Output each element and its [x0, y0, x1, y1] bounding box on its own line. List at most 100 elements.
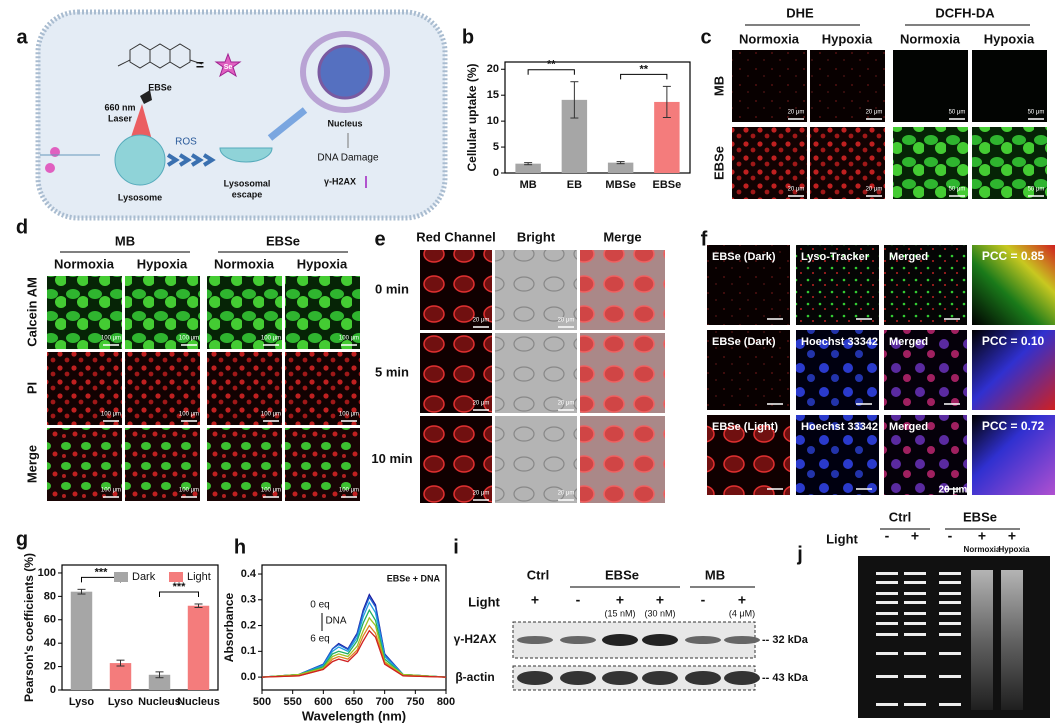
gel-band	[904, 601, 926, 604]
micrograph	[972, 50, 1047, 122]
gel-smear	[1001, 570, 1023, 710]
panel-label: i	[453, 536, 459, 558]
y-tick-label: 40	[44, 637, 56, 649]
micrograph	[580, 333, 665, 413]
y-tick-label: 0.4	[241, 568, 257, 580]
row-label: Light	[468, 594, 500, 609]
legend-swatch	[114, 572, 128, 582]
annotation: 6 eq	[310, 634, 329, 645]
row-label: 0 min	[375, 281, 409, 296]
gel-band	[939, 703, 961, 706]
y-tick-label: 100	[38, 567, 56, 579]
panel-label: j	[796, 543, 803, 565]
y-tick-label: 60	[44, 614, 56, 626]
image-label: PCC = 0.85	[982, 249, 1045, 263]
dose: (4 μM)	[729, 608, 755, 618]
micrograph	[884, 415, 967, 495]
micrograph	[796, 245, 879, 325]
significance-bracket	[159, 591, 199, 597]
x-tick-label: 550	[283, 696, 301, 708]
label: 20 μm	[473, 318, 490, 324]
panel-label: h	[234, 536, 246, 558]
bar	[187, 605, 210, 690]
y-tick-label: 15	[487, 89, 499, 101]
annotation: DNA	[325, 616, 346, 627]
gel-band	[876, 703, 898, 706]
gel-band	[876, 675, 898, 678]
label: Lysosome	[118, 192, 162, 202]
y-tick-label: 20	[487, 63, 499, 75]
x-tick-label: Nucleus	[138, 696, 181, 708]
y-axis-label: Cellular uptake (%)	[465, 63, 479, 171]
micrograph	[810, 50, 885, 122]
label: 100 μm	[339, 412, 359, 418]
panel-label: e	[374, 228, 385, 250]
column-label: Bright	[517, 229, 556, 244]
legend-label: Dark	[132, 571, 156, 583]
label: 100 μm	[261, 488, 281, 494]
spectrum-line	[261, 624, 447, 678]
sign: +	[531, 592, 539, 608]
protein-label: β-actin	[455, 670, 494, 684]
micrograph	[732, 50, 807, 122]
label: 20 μm	[558, 318, 575, 324]
label: 100 μm	[179, 488, 199, 494]
row-label: Calcein AM	[24, 277, 39, 347]
micrograph	[884, 330, 967, 410]
y-tick-label: 0	[50, 684, 56, 696]
condition-label: Hypoxia	[998, 545, 1030, 554]
panel-label: b	[462, 26, 474, 48]
micrograph	[707, 245, 790, 325]
label: 20 μm	[473, 491, 490, 497]
row-label: 10 min	[371, 451, 412, 466]
micrograph	[893, 127, 968, 199]
band	[602, 634, 638, 646]
dose: (30 nM)	[644, 608, 675, 618]
y-axis-label: Absorbance	[222, 593, 236, 663]
x-tick-label: 800	[437, 696, 455, 708]
gel-band	[939, 622, 961, 625]
micrograph	[495, 333, 577, 413]
row-label: 5 min	[375, 364, 409, 379]
gel-band	[939, 581, 961, 584]
gel-band	[904, 652, 926, 655]
micrograph	[420, 333, 492, 413]
y-tick-label: 80	[44, 590, 56, 602]
x-axis-label: Wavelength (nm)	[302, 708, 406, 723]
y-tick-label: 0.2	[241, 619, 256, 631]
plot-frame	[504, 61, 691, 174]
label: 100 μm	[339, 488, 359, 494]
sign: -	[885, 528, 890, 544]
spectrum-line	[261, 616, 447, 678]
spectrum-line	[261, 608, 447, 678]
legend-label: Light	[187, 571, 211, 583]
micrograph	[580, 250, 665, 330]
label: 50 μm	[949, 187, 966, 193]
image-label: PCC = 0.72	[982, 419, 1045, 433]
x-tick-label: 750	[406, 696, 424, 708]
condition-label: Normoxia	[739, 31, 800, 46]
band	[685, 636, 721, 644]
micrograph	[732, 127, 807, 199]
group-label: MB	[115, 233, 135, 248]
condition-label: Hypoxia	[822, 31, 873, 46]
y-tick-label: 10	[487, 115, 499, 127]
image-label: Hoechst 33342	[801, 336, 878, 348]
image-label: EBSe (Light)	[712, 421, 778, 433]
group-label: EBSe	[963, 509, 997, 524]
arrows	[166, 153, 216, 167]
x-tick-label: EB	[567, 179, 582, 191]
x-tick-label: Nucleus	[177, 696, 220, 708]
x-tick-label: EBSe	[653, 179, 682, 191]
sign: -	[948, 528, 953, 544]
gel-band	[904, 675, 926, 678]
y-tick-label: 0	[493, 167, 499, 179]
label: 20 μm	[558, 401, 575, 407]
panel-label: d	[16, 216, 28, 238]
gel-band	[876, 622, 898, 625]
label: Nucleus	[327, 118, 362, 128]
label: 50 μm	[1028, 187, 1045, 193]
label: 20 μm	[866, 187, 883, 193]
y-tick-label: 0.3	[241, 594, 256, 606]
label: 20 μm	[788, 187, 805, 193]
